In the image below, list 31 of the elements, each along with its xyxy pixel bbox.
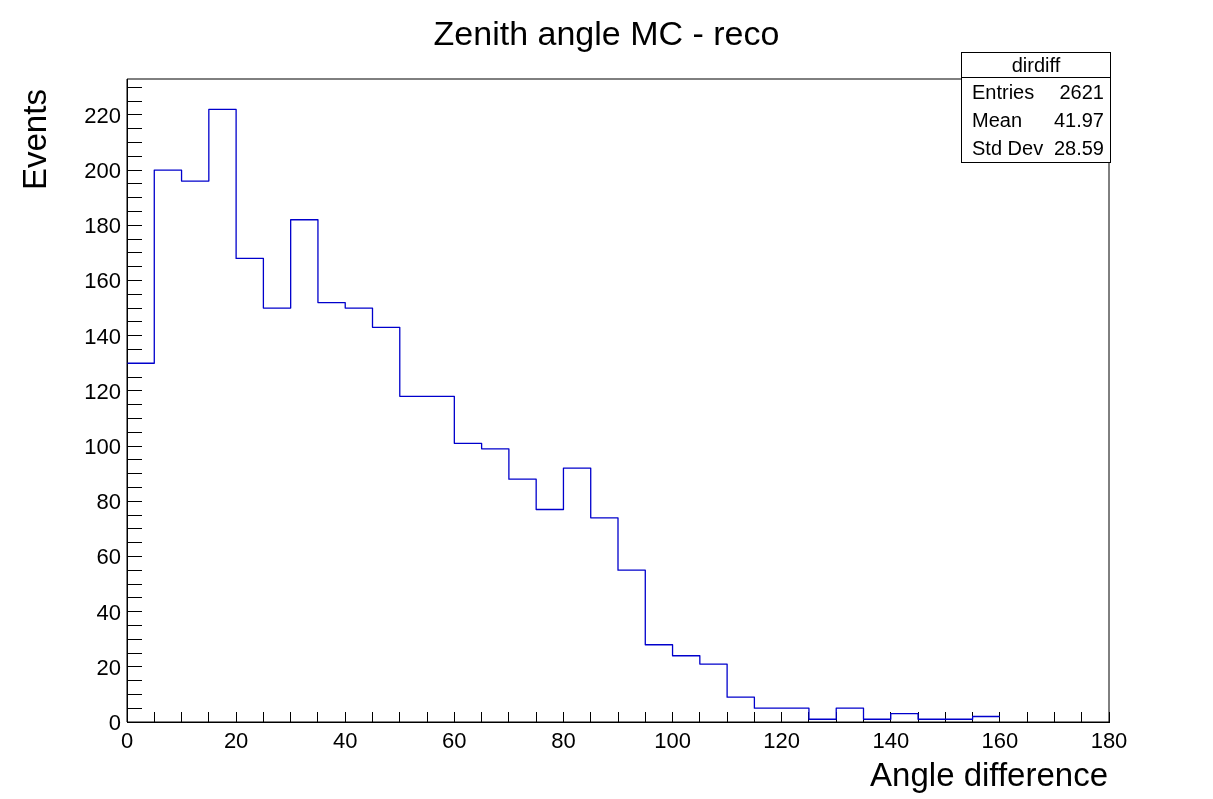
x-tick-label: 120 bbox=[763, 728, 801, 753]
x-tick-label: 100 bbox=[654, 728, 691, 753]
chart-title: Zenith angle MC - reco bbox=[432, 14, 781, 53]
annotation: 41.97 bbox=[1053, 108, 1104, 133]
y-tick-label: 160 bbox=[84, 268, 121, 294]
annotation: Mean bbox=[972, 108, 1023, 133]
y-tick-label: 100 bbox=[84, 434, 121, 460]
y-tick-label: 60 bbox=[96, 544, 121, 570]
y-tick-label: 180 bbox=[84, 213, 121, 239]
annotation: Entries bbox=[972, 80, 1035, 105]
y-tick-label: 80 bbox=[96, 489, 121, 515]
annotation: 2621 bbox=[1059, 80, 1104, 105]
y-tick-label: 0 bbox=[108, 710, 121, 735]
x-tick-label: 80 bbox=[551, 728, 576, 753]
y-axis-title: Events bbox=[16, 89, 54, 190]
x-tick-label: 60 bbox=[442, 728, 467, 753]
annotation: 28.59 bbox=[1053, 136, 1104, 161]
y-tick-label: 40 bbox=[96, 599, 121, 625]
x-axis-title: Angle difference bbox=[870, 756, 1108, 794]
text: dirdiff bbox=[962, 53, 1110, 78]
y-tick-label: 20 bbox=[96, 654, 121, 680]
x-tick-label: 160 bbox=[981, 728, 1019, 753]
y-tick-label: 220 bbox=[84, 102, 121, 128]
x-tick-label: 20 bbox=[223, 728, 249, 753]
x-tick-label: 180 bbox=[1090, 728, 1128, 753]
y-tick-label: 140 bbox=[84, 323, 121, 349]
y-tick-label: 200 bbox=[84, 158, 121, 184]
y-tick-label: 120 bbox=[84, 378, 121, 404]
x-tick-label: 140 bbox=[872, 728, 910, 753]
annotation: Std Dev bbox=[972, 136, 1044, 161]
x-tick-label: 40 bbox=[332, 728, 358, 753]
